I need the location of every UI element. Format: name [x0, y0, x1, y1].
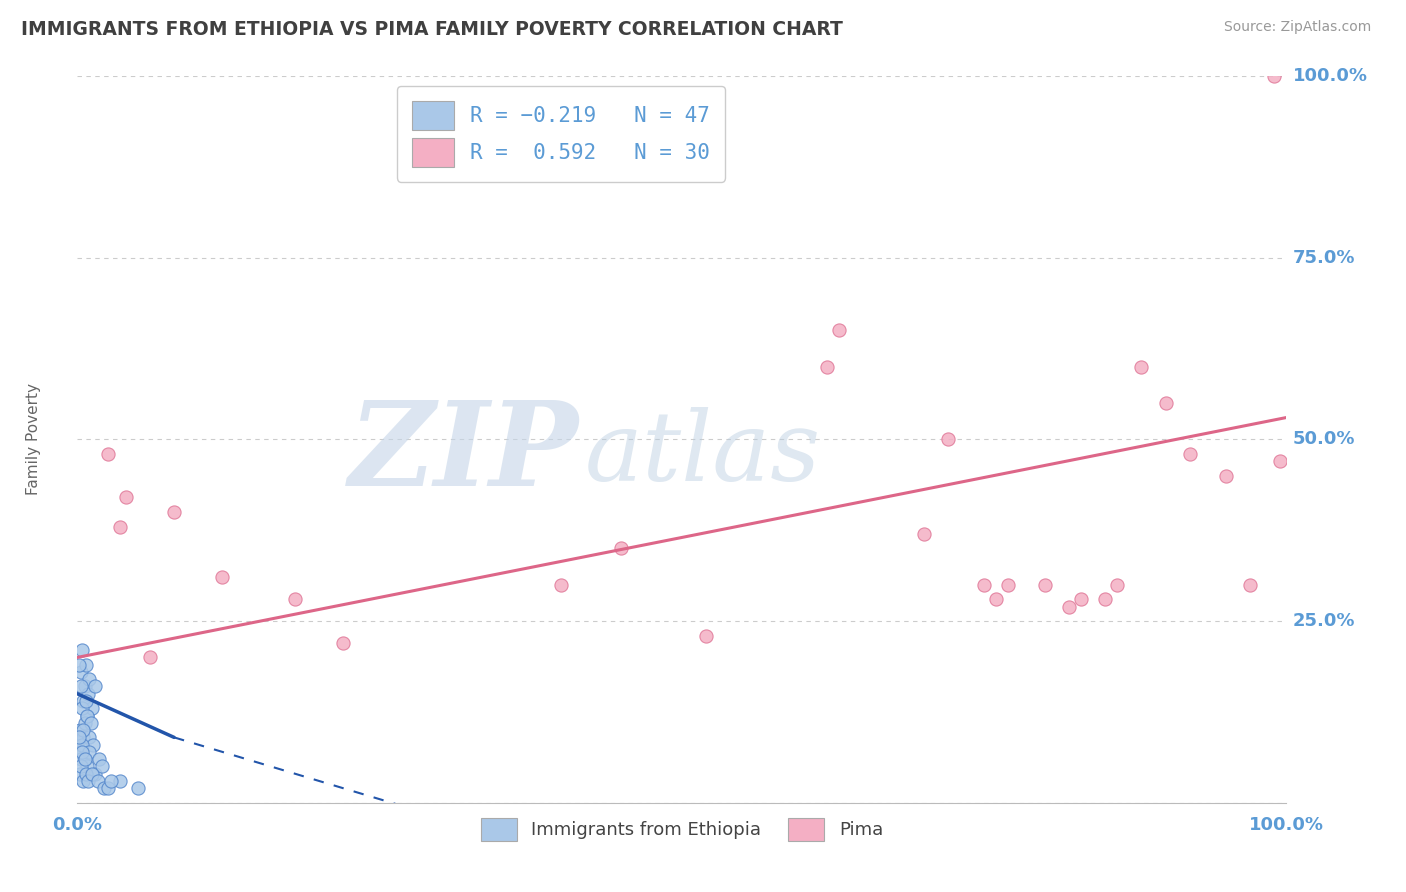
Legend: Immigrants from Ethiopia, Pima: Immigrants from Ethiopia, Pima [474, 811, 890, 848]
Point [77, 687, 100, 701]
Point [986, 592, 1008, 607]
Point [70, 759, 93, 773]
Point [108, 774, 131, 789]
Point [79, 715, 101, 730]
Point [75, 694, 97, 708]
Point [90, 759, 112, 773]
Text: Family Poverty: Family Poverty [27, 384, 41, 495]
Text: IMMIGRANTS FROM ETHIOPIA VS PIMA FAMILY POVERTY CORRELATION CHART: IMMIGRANTS FROM ETHIOPIA VS PIMA FAMILY … [21, 20, 844, 38]
Point [997, 578, 1019, 592]
Point [1263, 69, 1285, 83]
Point [70, 752, 93, 766]
Point [69, 766, 91, 780]
Point [73, 752, 96, 766]
Point [1130, 359, 1153, 374]
Point [139, 650, 162, 665]
Point [67, 657, 90, 672]
Point [70, 745, 93, 759]
Point [1154, 396, 1177, 410]
Point [84, 680, 107, 694]
Point [72, 774, 94, 789]
Point [75, 766, 97, 780]
Point [70, 643, 93, 657]
Point [100, 774, 122, 789]
Point [72, 694, 94, 708]
Point [1178, 447, 1201, 461]
Point [211, 570, 233, 584]
Point [127, 781, 149, 796]
Point [163, 505, 186, 519]
Point [695, 629, 717, 643]
Point [79, 672, 101, 686]
Point [96, 447, 118, 461]
Point [1057, 599, 1080, 614]
Point [73, 715, 96, 730]
Point [70, 738, 93, 752]
Text: ZIP: ZIP [349, 396, 579, 511]
Point [96, 781, 118, 796]
Point [73, 752, 96, 766]
Point [108, 519, 131, 533]
Point [87, 752, 110, 766]
Point [1033, 578, 1056, 592]
Text: 25.0%: 25.0% [1292, 612, 1355, 630]
Point [79, 731, 101, 745]
Point [332, 636, 354, 650]
Point [79, 745, 101, 759]
Point [72, 731, 94, 745]
Point [80, 766, 103, 780]
Point [70, 701, 93, 715]
Point [75, 657, 97, 672]
Point [70, 665, 93, 679]
Point [114, 491, 136, 505]
Point [1094, 592, 1116, 607]
Point [936, 432, 959, 446]
Point [1239, 578, 1261, 592]
Point [70, 738, 93, 752]
Point [828, 323, 851, 337]
Point [815, 359, 838, 374]
Point [912, 526, 935, 541]
Point [1215, 468, 1237, 483]
Point [973, 578, 995, 592]
Point [76, 708, 98, 723]
Text: 75.0%: 75.0% [1292, 249, 1355, 267]
Text: Source: ZipAtlas.com: Source: ZipAtlas.com [1223, 20, 1371, 34]
Point [1270, 454, 1292, 468]
Point [77, 774, 100, 789]
Text: atlas: atlas [585, 407, 821, 500]
Point [82, 738, 104, 752]
Point [1107, 578, 1129, 592]
Point [610, 541, 633, 556]
Point [284, 592, 307, 607]
Point [550, 578, 572, 592]
Point [80, 701, 103, 715]
Point [87, 774, 110, 789]
Point [67, 731, 90, 745]
Point [69, 723, 91, 737]
Point [1070, 592, 1092, 607]
Point [84, 766, 107, 780]
Point [76, 708, 98, 723]
Point [70, 680, 93, 694]
Point [76, 759, 98, 773]
Point [72, 723, 94, 737]
Point [73, 680, 96, 694]
Point [69, 745, 91, 759]
Text: 50.0%: 50.0% [1292, 430, 1355, 449]
Text: 100.0%: 100.0% [1292, 67, 1368, 85]
Point [93, 781, 115, 796]
